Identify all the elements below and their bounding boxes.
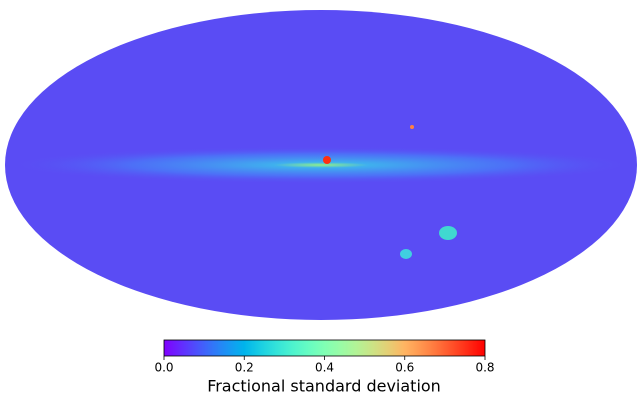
colorbar-label: Fractional standard deviation <box>207 377 441 396</box>
tick-label: 0.0 <box>154 361 173 375</box>
galactic-band <box>5 10 637 320</box>
colorbar <box>163 339 486 357</box>
tick-label: 0.4 <box>315 361 334 375</box>
hot-spot <box>410 125 414 129</box>
sky-map <box>5 10 637 320</box>
hot-spot <box>323 156 331 164</box>
cloud <box>439 226 457 240</box>
tick-label: 0.2 <box>235 361 254 375</box>
tick-label: 0.6 <box>395 361 414 375</box>
cloud <box>400 249 412 259</box>
tick-label: 0.8 <box>475 361 494 375</box>
